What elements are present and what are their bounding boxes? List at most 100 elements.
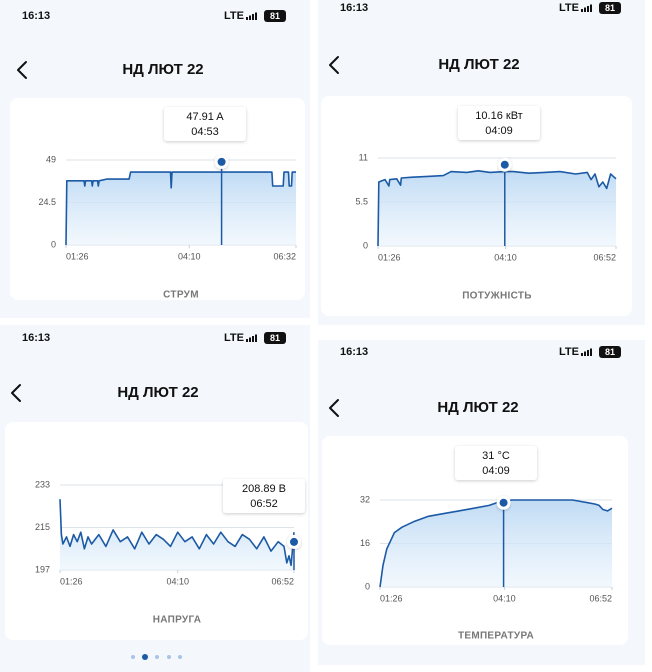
chart-caption: ПОТУЖНІСТЬ [462,291,532,302]
battery-level: 81 [605,347,615,357]
back-button[interactable] [329,56,339,74]
line-series [377,170,617,247]
phone-screen: 16:13 LTE 81 НД ЛЮТ 22 197 215 233 01:26 04:10 06… [5,332,308,640]
page-dot-active [142,654,148,660]
y-tick-label: 233 [35,479,50,489]
x-tick-label: 04:10 [493,593,516,603]
x-tick-label: 06:32 [273,251,296,261]
signal-bar [581,353,583,356]
y-tick-label: 16 [360,538,370,548]
chart-caption: НАПРУГА [153,615,202,626]
line-area [380,500,612,587]
chart-card [5,422,308,640]
tooltip-time: 04:09 [482,465,510,477]
signal-bar [581,9,583,12]
signal-bar [246,17,248,20]
status-network: LTE [224,10,244,22]
tooltip-point [496,495,511,510]
signal-bar [255,334,257,342]
tooltip-box [223,479,305,513]
tooltip-point [497,157,512,172]
line-chart: 0 16 32 01:26 04:10 06:52 31 °C 04:09 ТЕМПЕРАТУР… [360,446,613,642]
tooltip-time: 04:53 [191,126,219,138]
status-network: LTE [224,332,244,344]
signal-bar [587,350,589,356]
tooltip-time: 04:09 [485,125,513,137]
y-tick-label: 0 [363,240,368,250]
battery-level: 81 [605,3,615,13]
x-tick-label: 06:52 [271,576,294,586]
signal-bar [587,6,589,12]
signal-bar [246,339,248,342]
page-dot [178,655,182,659]
signal-bar [252,336,254,342]
line-chart: 0 5.5 11 01:26 04:10 06:52 10.16 кВт 04:09 ПОТУЖ… [355,106,617,302]
tooltip-point [287,534,301,549]
battery-icon [599,2,621,14]
x-tick-label: 01:26 [66,251,89,261]
status-time: 16:13 [22,10,50,22]
y-tick-label: 11 [359,152,368,162]
tooltip-value: 208.89 В [242,483,286,495]
y-tick-label: 24.5 [38,197,56,207]
line-chart: 0 24.5 49 01:26 04:10 06:32 47.91 A 04:53 СТРУМ [38,107,297,301]
line-chart: 197 215 233 01:26 04:10 06:52 208.89 В 06:52 НАП… [35,479,305,626]
signal-bar [249,15,251,20]
signal-bar [584,351,586,356]
screen-title: НД ЛЮТ 22 [438,56,519,73]
screen-title: НД ЛЮТ 22 [122,61,203,78]
back-button[interactable] [17,61,27,79]
chart-caption: СТРУМ [163,290,199,301]
x-tick-label: 01:26 [378,252,401,262]
back-button[interactable] [329,399,339,417]
x-tick-label: 06:52 [589,593,612,603]
x-tick-label: 01:26 [60,576,83,586]
page-dots [131,654,182,660]
battery-level: 81 [270,333,280,343]
page-dot [131,655,135,659]
y-tick-label: 32 [360,494,370,504]
tooltip-value: 10.16 кВт [475,110,522,122]
back-button[interactable] [11,384,21,402]
x-tick-label: 01:26 [380,593,403,603]
tooltip-box [164,107,246,141]
signal-bar [255,12,257,20]
line-series [65,171,296,246]
phone-screen: 16:13 LTE 81 НД ЛЮТ 22 0 5.5 11 01:26 04:10 06:52… [321,2,632,316]
battery-icon [264,10,286,22]
y-tick-label: 49 [46,154,56,164]
page-dot [167,655,171,659]
tooltip-box [455,446,537,480]
tooltip-box [458,106,540,140]
status-network: LTE [559,346,579,358]
status-time: 16:13 [340,2,368,14]
status-time: 16:13 [340,346,368,358]
line-series [59,499,295,567]
x-tick-label: 06:52 [593,252,616,262]
phone-screen: 16:13 LTE 81 НД ЛЮТ 22 0 16 32 01:26 04:10 06:52 3… [322,346,628,645]
signal-bar [249,337,251,342]
y-tick-label: 0 [365,581,370,591]
signal-bar [252,14,254,20]
status-network: LTE [559,2,579,14]
y-tick-label: 0 [51,239,56,249]
tooltip-point [214,154,229,169]
tooltip-value: 47.91 A [186,111,224,123]
y-tick-label: 197 [35,564,50,574]
x-tick-label: 04:10 [494,252,517,262]
signal-bar [590,4,592,12]
screen-title: НД ЛЮТ 22 [437,399,518,416]
line-area [66,172,296,245]
signal-bar [590,348,592,356]
signal-bar [584,7,586,12]
chart-caption: ТЕМПЕРАТУРА [458,631,534,642]
screen-title: НД ЛЮТ 22 [117,384,198,401]
battery-level: 81 [270,11,280,21]
page-dot [155,655,159,659]
y-tick-label: 215 [35,522,50,532]
tooltip-time: 06:52 [250,498,278,510]
x-tick-label: 04:10 [166,576,189,586]
tooltip-value: 31 °C [482,450,510,462]
phone-screen: 16:13 LTE 81 НД ЛЮТ 22 0 24.5 49 01:26 04:10 06:3… [10,10,305,301]
